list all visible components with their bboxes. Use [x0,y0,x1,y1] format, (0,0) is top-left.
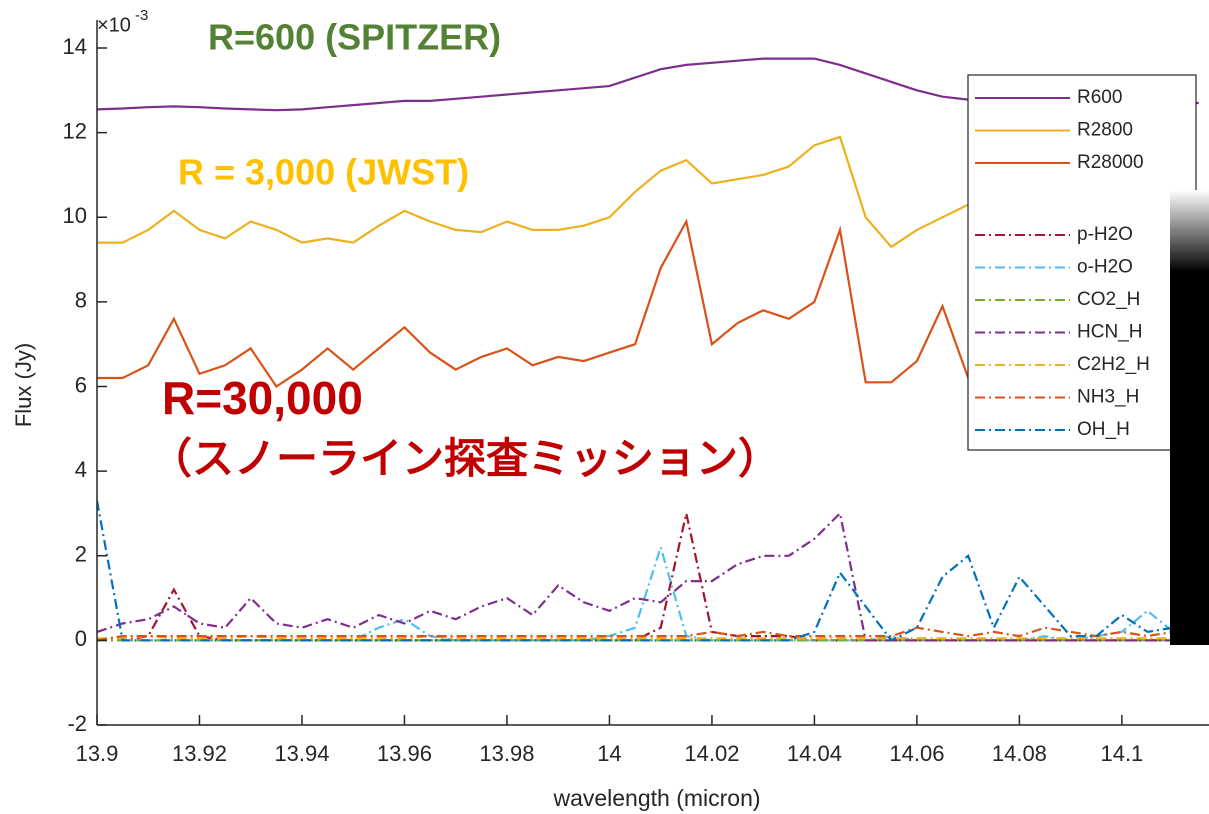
legend-label: p-H2O [1077,224,1133,245]
legend-label: R600 [1077,87,1122,108]
y-scale-base: ×10 [97,14,131,36]
series-line [97,500,1200,642]
series-line [97,634,1199,640]
y-tick-label: 14 [63,34,87,59]
plot-area [97,57,1200,642]
legend-label: CO2_H [1077,289,1140,310]
legend-box [967,74,1197,451]
legend-label: NH3_H [1077,387,1139,408]
y-tick-label: 12 [63,118,87,143]
series-line [97,511,1199,642]
x-tick-label: 13.92 [172,741,227,766]
y-tick-label: -2 [67,711,87,736]
x-tick-label: 13.94 [274,741,329,766]
x-tick-label: 13.98 [479,741,534,766]
annotation: R=600 (SPITZER) [208,17,501,58]
y-tick-label: 8 [75,288,87,313]
legend-label: OH_H [1077,419,1130,440]
series-line [97,513,1199,642]
overlay-image [1170,190,1209,645]
legend-label: HCN_H [1077,322,1142,343]
series-line [97,543,1199,642]
legend-label: o-H2O [1077,257,1133,278]
x-tick-label: 14.06 [889,741,944,766]
y-axis-label: Flux (Jy) [11,343,36,427]
y-tick-label: 2 [75,542,87,567]
legend-label: C2H2_H [1077,354,1150,375]
legend-label: R28000 [1077,152,1144,173]
legend-label: R2800 [1077,120,1133,141]
annotation: （スノーライン探査ミッション） [150,435,780,482]
y-scale-exponent: -3 [135,7,148,24]
x-tick-label: 14 [597,741,621,766]
y-tick-label: 4 [75,457,87,482]
x-tick-label: 14.08 [992,741,1047,766]
annotation: R=30,000 [162,372,363,424]
y-tick-label: 10 [63,203,87,228]
x-tick-label: 13.96 [377,741,432,766]
y-tick-label: 0 [75,626,87,651]
x-axis-label: wavelength (micron) [552,785,760,811]
x-tick-label: 13.9 [76,741,119,766]
x-tick-label: 14.1 [1100,741,1143,766]
x-tick-label: 14.02 [684,741,739,766]
annotation: R = 3,000 (JWST) [178,152,469,193]
y-tick-label: 6 [75,372,87,397]
series-line [97,626,1199,642]
x-tick-label: 14.04 [787,741,842,766]
legend: R600 R2800 R28000 p-H2O o-H2O CO2_H HCN_H C2H2_… [967,74,1197,451]
